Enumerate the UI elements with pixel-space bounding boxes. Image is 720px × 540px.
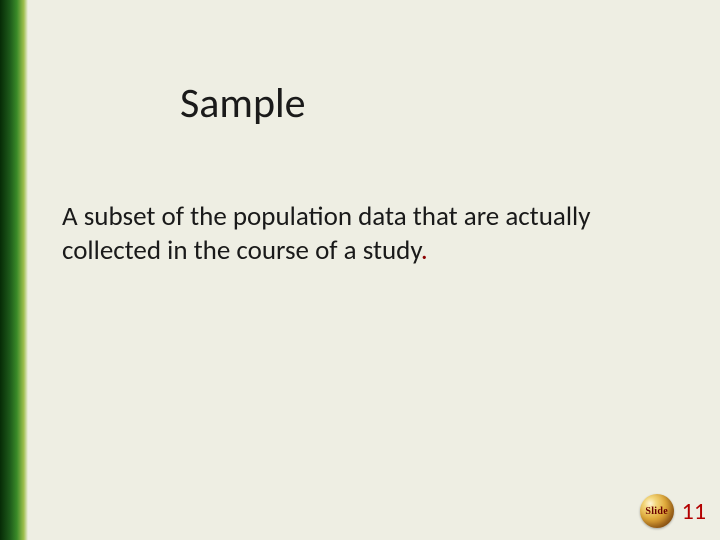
globe-label: Slide bbox=[645, 506, 668, 517]
left-accent-bar bbox=[0, 0, 28, 540]
body-period: . bbox=[421, 234, 428, 267]
slide-title: Sample bbox=[180, 78, 306, 129]
slide: Sample A subset of the population data t… bbox=[0, 0, 720, 540]
page-number: 11 bbox=[682, 497, 706, 526]
globe-icon: Slide bbox=[640, 494, 674, 528]
body-text: A subset of the population data that are… bbox=[62, 200, 590, 267]
slide-footer: Slide 11 bbox=[640, 494, 706, 528]
slide-body: A subset of the population data that are… bbox=[62, 200, 662, 268]
